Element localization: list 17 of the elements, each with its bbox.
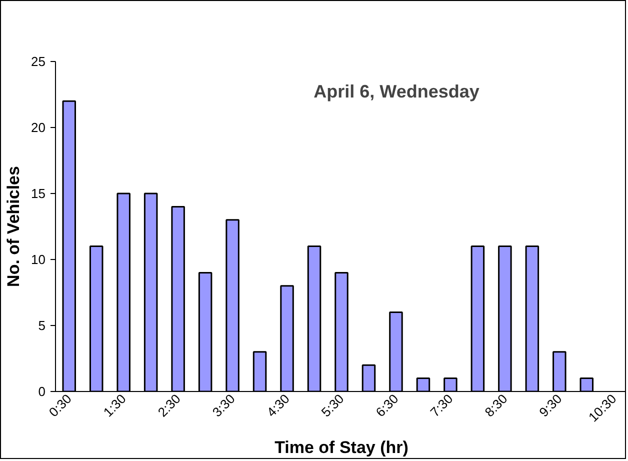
x-tick-label: 7:30 [427,391,456,420]
y-tick-label: 25 [31,54,46,69]
x-tick-label: 0:30 [46,391,74,420]
y-tick-label: 10 [31,252,46,267]
y-tick-label: 15 [31,186,46,201]
y-axis-title: No. of Vehicles [4,166,24,287]
y-tick-label: 20 [31,120,46,135]
x-axis-title: Time of Stay (hr) [274,438,408,458]
x-tick-label: 6:30 [372,391,402,420]
x-tick-label: 3:30 [209,391,238,420]
x-tick-label: 9:30 [536,391,565,420]
x-tick-label: 5:30 [318,391,347,420]
y-tick-label: 5 [38,318,46,333]
x-tick-label: 4:30 [264,391,292,420]
text: April 6, Wednesday [314,81,480,102]
y-tick-label: 0 [38,384,46,399]
x-tick-label: 8:30 [482,391,510,420]
